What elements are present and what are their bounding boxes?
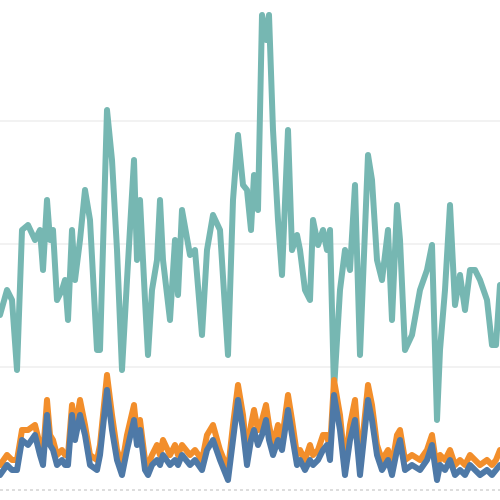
- line-series: [0, 387, 500, 483]
- line-series: [0, 12, 500, 423]
